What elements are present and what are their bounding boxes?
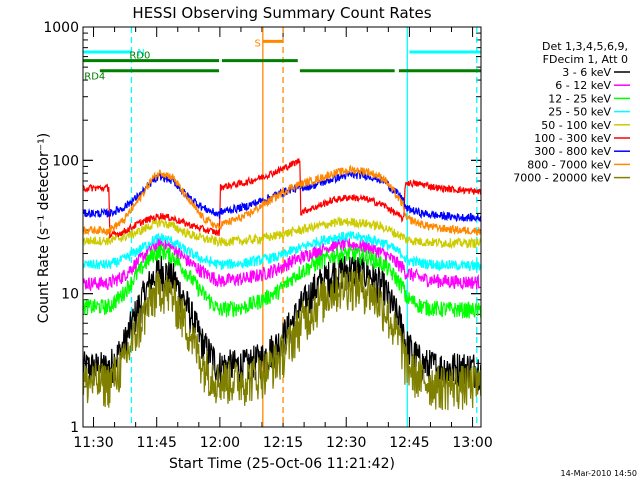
series-group: [82, 158, 482, 411]
x-tick-label: 12:15: [263, 435, 303, 451]
legend-entry-label: 12 - 25 keV: [548, 92, 611, 105]
chart-title: HESSI Observing Summary Count Rates: [132, 4, 431, 22]
flag-bar-label: RD0: [129, 51, 150, 62]
flag-bar-label: S: [254, 38, 260, 49]
series-line: [82, 216, 482, 250]
y-tick-label: 1: [70, 420, 79, 436]
tick-labels: 11:30 11:45 12:00 12:15 12:30 12:45 13:00 1 10 10…: [43, 20, 492, 451]
legend-entry-label: 25 - 50 keV: [548, 106, 611, 119]
y-tick-label: 10: [61, 287, 79, 303]
legend-header: FDecim 1, Att 0: [543, 53, 628, 66]
y-tick-label: 1000: [43, 20, 79, 36]
plot-frame: [82, 26, 482, 428]
legend-entry-label: 3 - 6 keV: [562, 66, 611, 79]
y-tick-label: 100: [52, 153, 79, 169]
y-axis-label: Count Rate (s⁻¹ detector⁻¹): [36, 133, 52, 323]
series-line: [82, 244, 482, 320]
legend-header: Det 1,3,4,5,6,9,: [542, 40, 628, 53]
x-axis-label: Start Time (25-Oct-06 11:21:42): [169, 456, 395, 472]
flag-bar-label: N: [137, 48, 144, 59]
series-line: [82, 158, 482, 239]
series-line: [82, 231, 482, 272]
legend-entry-label: 7000 - 20000 keV: [513, 172, 611, 185]
legend-entry-label: 6 - 12 keV: [555, 79, 611, 92]
axes-group: [83, 26, 481, 428]
legend-entry-label: 800 - 7000 keV: [527, 158, 611, 171]
series-line: [82, 266, 482, 411]
x-tick-label: 12:00: [200, 435, 240, 451]
x-tick-label: 11:30: [73, 435, 113, 451]
legend: Det 1,3,4,5,6,9,FDecim 1, Att 03 - 6 keV…: [513, 40, 630, 185]
legend-entry-label: 300 - 800 keV: [534, 145, 611, 158]
footer-date: 14-Mar-2010 14:50: [561, 469, 638, 478]
flag-bar-label: RD4: [84, 72, 105, 83]
x-tick-label: 13:00: [452, 435, 492, 451]
x-tick-label: 12:45: [389, 435, 429, 451]
x-tick-label: 12:30: [326, 435, 366, 451]
legend-entry-label: 50 - 100 keV: [541, 119, 611, 132]
series-line: [82, 164, 482, 236]
legend-entry-label: 100 - 300 keV: [534, 132, 611, 145]
x-tick-label: 11:45: [137, 435, 177, 451]
